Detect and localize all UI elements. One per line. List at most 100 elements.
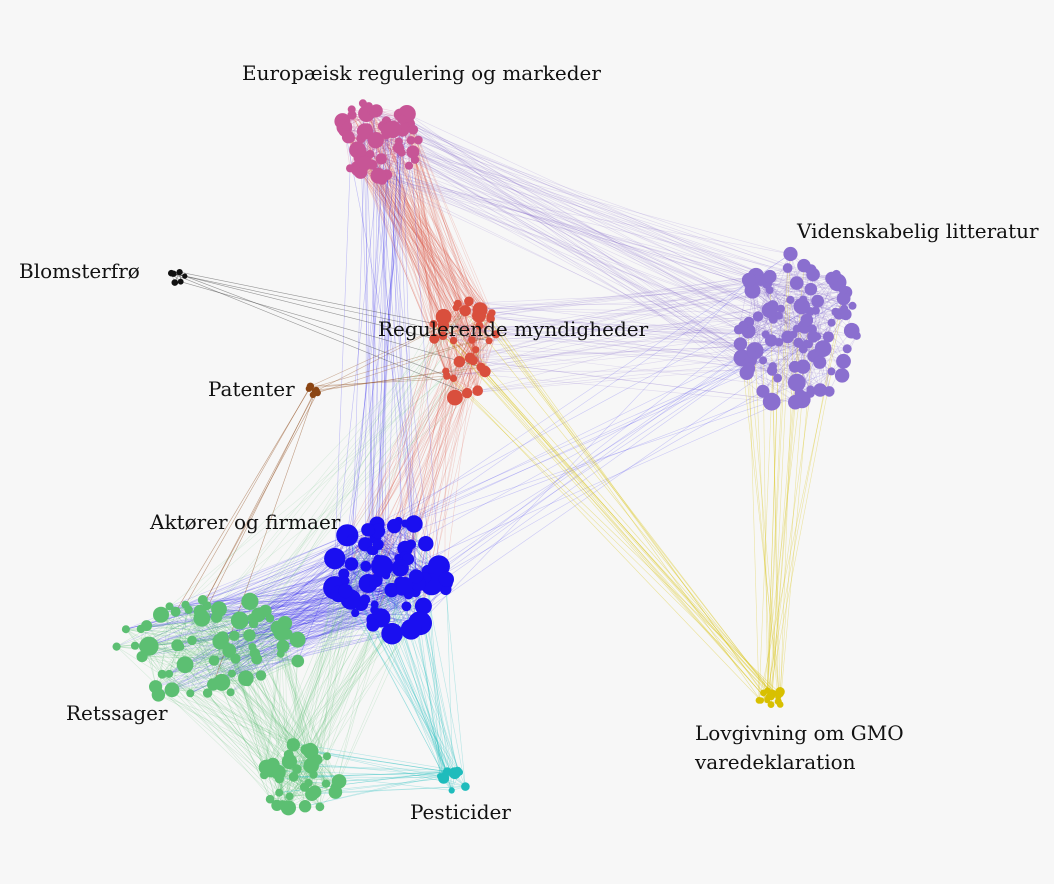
network-node: [453, 766, 462, 776]
network-node: [187, 635, 197, 646]
network-node: [260, 770, 269, 780]
network-node: [788, 360, 801, 373]
network-edge: [143, 646, 265, 776]
network-node: [344, 557, 359, 571]
network-node: [331, 774, 347, 789]
network-edge: [386, 174, 434, 340]
network-edge: [766, 393, 811, 701]
network-node: [287, 738, 296, 747]
network-edge: [371, 111, 444, 326]
network-edge: [344, 130, 824, 349]
network-node: [406, 145, 420, 159]
network-edge: [202, 599, 279, 773]
network-node: [181, 600, 190, 609]
network-edge: [377, 172, 482, 368]
network-node: [775, 687, 785, 697]
network-edge: [361, 151, 807, 321]
network-edge: [362, 103, 491, 319]
network-node: [760, 689, 767, 697]
network-node: [177, 278, 184, 285]
network-edge: [284, 623, 289, 808]
network-edge: [376, 110, 771, 277]
network-edge: [231, 673, 313, 795]
network-edge: [272, 530, 378, 765]
network-edge: [459, 279, 749, 362]
network-edge: [480, 280, 761, 368]
network-edge: [365, 162, 480, 326]
network-edge: [229, 523, 378, 651]
network-edge: [296, 529, 369, 770]
network-edge: [367, 127, 741, 356]
network-edge: [366, 113, 493, 314]
network-edge: [766, 283, 807, 345]
network-edge: [289, 580, 346, 762]
network-edge: [252, 646, 309, 784]
network-edge: [386, 174, 433, 574]
network-node: [359, 594, 371, 605]
network-edge: [200, 610, 381, 619]
network-edge: [185, 535, 348, 606]
network-node: [813, 355, 827, 369]
network-node: [475, 302, 486, 314]
network-edge: [377, 172, 444, 336]
network-node: [384, 120, 402, 138]
network-node: [347, 110, 357, 120]
network-edge: [288, 593, 340, 755]
network-node: [848, 301, 857, 310]
network-edge: [740, 292, 847, 345]
network-edge: [230, 550, 375, 693]
network-node: [472, 346, 480, 354]
network-node: [312, 386, 320, 394]
network-edge: [305, 599, 352, 750]
network-node: [153, 606, 169, 623]
network-node: [418, 536, 434, 552]
network-edge: [473, 360, 796, 403]
network-node: [298, 800, 312, 813]
network-edge: [457, 290, 753, 305]
network-edge: [245, 618, 372, 679]
network-node: [827, 367, 836, 376]
network-edge: [335, 786, 466, 793]
network-node: [786, 295, 795, 304]
network-node: [735, 349, 747, 362]
network-edge: [364, 128, 368, 545]
network-node: [274, 774, 284, 784]
network-node: [164, 682, 180, 698]
network-node: [265, 794, 275, 804]
network-edge: [278, 576, 417, 793]
network-edge: [398, 147, 778, 379]
network-node: [367, 132, 384, 149]
network-edge: [116, 646, 290, 756]
network-node: [366, 618, 380, 632]
network-edge: [308, 775, 441, 784]
network-edge: [454, 309, 770, 398]
network-edge: [338, 151, 414, 594]
network-edge: [387, 130, 456, 398]
network-node: [811, 294, 824, 308]
network-edge: [175, 611, 284, 634]
network-edge: [231, 673, 306, 807]
network-node: [763, 269, 777, 284]
network-edge: [199, 392, 318, 612]
network-edge: [372, 624, 448, 772]
network-edge: [831, 335, 857, 372]
network-edge: [465, 282, 797, 312]
network-edge: [335, 609, 375, 793]
network-edge: [386, 174, 838, 283]
network-edge: [472, 318, 491, 361]
network-edge: [253, 544, 379, 624]
network-edge: [245, 660, 298, 679]
network-edge: [236, 617, 381, 659]
network-edge: [374, 147, 399, 539]
network-edge: [367, 339, 473, 530]
network-edge: [265, 544, 379, 612]
network-edge: [465, 310, 773, 371]
network-edge: [125, 629, 173, 690]
network-node: [408, 124, 419, 135]
network-edge: [408, 390, 764, 595]
network-edge: [344, 130, 847, 293]
network-edge: [125, 628, 298, 640]
network-edge: [146, 530, 372, 626]
network-edge: [479, 309, 844, 362]
network-edge: [180, 535, 348, 647]
